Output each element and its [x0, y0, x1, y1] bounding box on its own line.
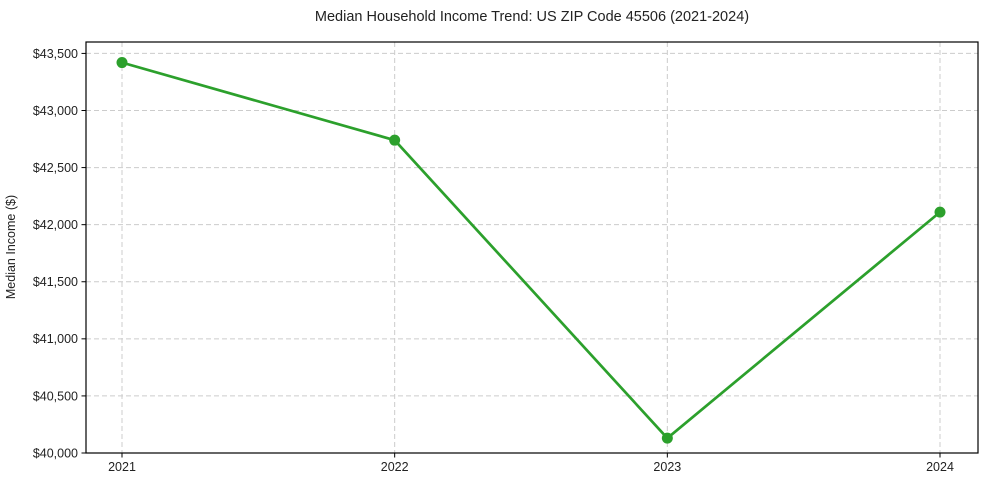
y-tick-label: $41,000	[33, 332, 78, 346]
y-tick-label: $43,000	[33, 104, 78, 118]
plot-area-border	[85, 41, 979, 454]
y-tick-label: $42,500	[33, 161, 78, 175]
y-tick-label: $40,500	[33, 389, 78, 403]
y-tick-label: $42,000	[33, 218, 78, 232]
x-tick-label: 2021	[108, 460, 136, 474]
y-axis-label: Median Income ($)	[4, 195, 18, 299]
gridlines-layer	[86, 42, 978, 454]
y-tick-label: $41,500	[33, 275, 78, 289]
data-point-2021	[116, 57, 128, 69]
x-tick-label: 2022	[381, 460, 409, 474]
trend-line	[120, 61, 942, 440]
chart-title: Median Household Income Trend: US ZIP Co…	[315, 9, 749, 25]
data-point-2023	[661, 432, 673, 444]
data-point-2022	[389, 134, 401, 146]
y-tick-label: $43,500	[33, 47, 78, 61]
axes-layer: $40,000 $40,500 $41,000 $41,500 $42,000 $42,5…	[33, 41, 979, 474]
x-tick-label: 2023	[653, 460, 681, 474]
x-tick-label: 2024	[926, 460, 954, 474]
data-point-2024	[934, 206, 946, 218]
series-layer	[116, 57, 946, 444]
y-tick-label: $40,000	[33, 446, 78, 460]
